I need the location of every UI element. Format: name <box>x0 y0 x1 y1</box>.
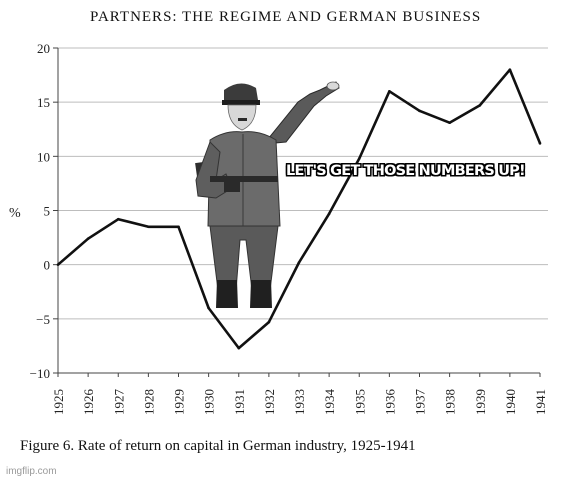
data-point <box>327 212 331 216</box>
x-tick-label: 1940 <box>503 389 518 415</box>
x-tick-labels: 1925 1926 1927 1928 1929 1930 1931 1932 1933 1934… <box>51 373 548 415</box>
watermark: imgflip.com <box>6 466 57 477</box>
x-tick-label: 1938 <box>443 389 458 415</box>
data-point <box>357 157 361 160</box>
x-tick-label: 1928 <box>141 389 156 415</box>
data-point <box>116 217 120 221</box>
data-point <box>418 109 421 113</box>
data-point <box>147 225 150 229</box>
y-tick-labels: 20 15 10 5 0 −5 −10 <box>30 41 58 381</box>
data-point <box>388 90 391 93</box>
data-points <box>56 68 542 350</box>
y-tick-label: 0 <box>44 258 51 273</box>
y-tick-label: 10 <box>37 149 50 164</box>
data-point <box>297 261 301 264</box>
x-tick-label: 1927 <box>111 389 126 416</box>
data-point <box>86 237 90 240</box>
x-tick-label: 1926 <box>81 389 96 416</box>
x-tick-label: 1939 <box>473 389 488 415</box>
x-tick-label: 1935 <box>352 389 367 415</box>
x-tick-label: 1932 <box>262 389 277 415</box>
data-point <box>538 142 542 145</box>
x-tick-label: 1936 <box>382 389 397 416</box>
x-tick-label: 1941 <box>533 389 548 415</box>
y-tick-label: 15 <box>37 95 50 110</box>
x-tick-label: 1925 <box>51 389 66 415</box>
data-point <box>448 121 451 125</box>
x-tick-label: 1937 <box>413 389 428 416</box>
chart-title: PARTNERS: THE REGIME AND GERMAN BUSINESS <box>90 9 482 25</box>
x-tick-label: 1934 <box>322 389 337 416</box>
x-tick-label: 1931 <box>232 389 247 415</box>
data-point <box>508 68 512 71</box>
meme-caption: LET'S GET THOSE NUMBERS UP! <box>286 163 526 179</box>
y-tick-label: −5 <box>36 312 50 327</box>
figure-caption: Figure 6. Rate of return on capital in G… <box>20 438 416 454</box>
y-tick-label: 5 <box>44 204 51 219</box>
saluting-figure-image <box>195 81 340 308</box>
data-point <box>56 263 60 266</box>
data-point <box>177 225 180 229</box>
y-axis-label: % <box>9 206 21 221</box>
x-tick-label: 1930 <box>202 389 217 415</box>
data-point <box>207 306 210 310</box>
data-point <box>267 320 271 324</box>
data-point <box>478 104 482 107</box>
y-tick-label: 20 <box>37 41 50 56</box>
data-point <box>237 346 241 350</box>
x-tick-label: 1929 <box>172 389 187 415</box>
x-tick-label: 1933 <box>292 389 307 415</box>
y-tick-label: −10 <box>30 366 50 381</box>
